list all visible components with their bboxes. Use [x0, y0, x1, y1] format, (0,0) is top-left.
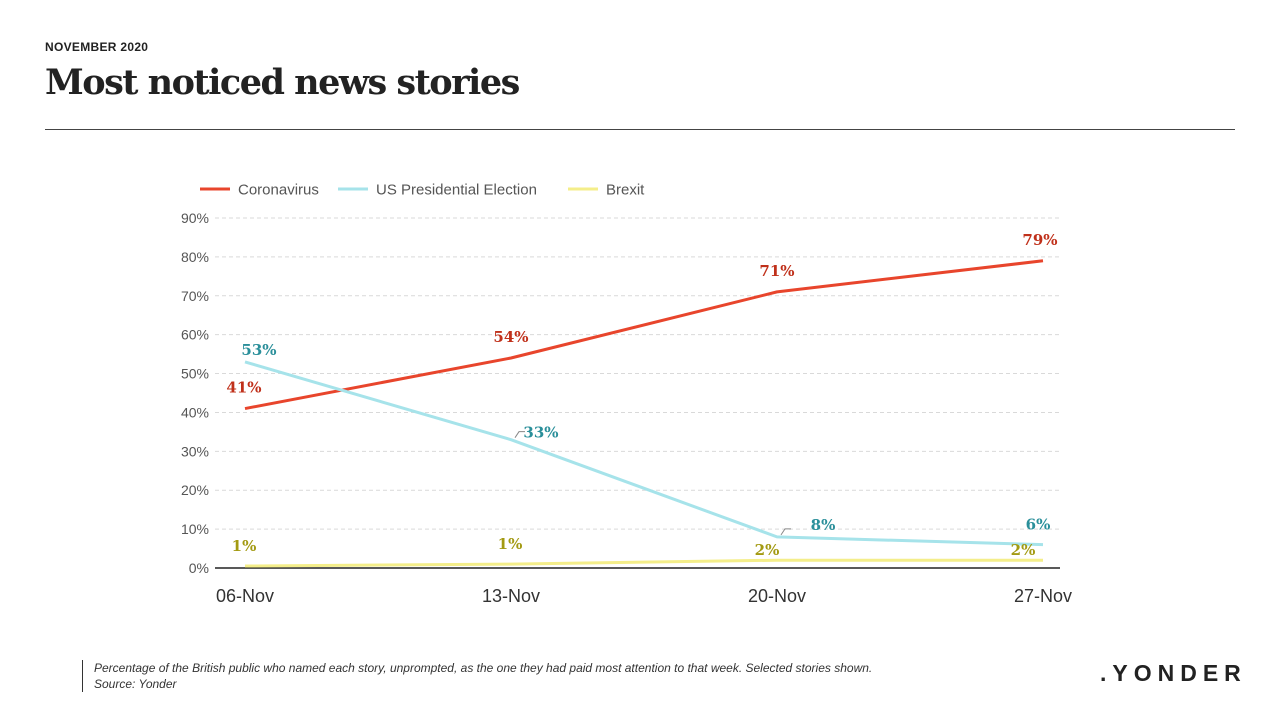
legend-label: Brexit [606, 182, 645, 199]
x-tick-label: 20-Nov [748, 586, 806, 606]
x-tick-label: 13-Nov [482, 586, 540, 606]
footnote-description: Percentage of the British public who nam… [94, 661, 873, 675]
x-tick-label: 06-Nov [216, 586, 274, 606]
report-date: NOVEMBER 2020 [45, 40, 149, 54]
series-line [244, 558, 1043, 568]
yonder-logo: .YONDER [1100, 660, 1247, 686]
title-divider [45, 129, 1235, 130]
data-label: 1% [232, 537, 257, 555]
x-tick-label: 27-Nov [1014, 586, 1072, 606]
data-label: 8% [811, 516, 836, 534]
data-label: 33% [523, 424, 558, 442]
leader-line [780, 528, 791, 536]
page-title: Most noticed news stories [45, 62, 520, 103]
data-label: 6% [1026, 516, 1051, 534]
y-tick-label: 80% [181, 249, 209, 265]
legend-label: US Presidential Election [376, 182, 537, 199]
footnote: Percentage of the British public who nam… [82, 660, 872, 692]
y-tick-label: 20% [181, 482, 209, 498]
series-line [244, 360, 1044, 547]
data-label: 2% [1011, 541, 1036, 559]
y-tick-label: 60% [181, 327, 209, 343]
y-tick-label: 0% [189, 560, 209, 576]
y-tick-label: 10% [181, 521, 209, 537]
data-label: 53% [241, 341, 276, 359]
series-line [244, 259, 1044, 411]
y-tick-label: 40% [181, 404, 209, 420]
data-label: 54% [493, 328, 528, 346]
y-tick-label: 90% [181, 210, 209, 226]
legend-label: Coronavirus [238, 182, 319, 199]
footnote-source: Source: Yonder [94, 677, 177, 691]
data-label: 2% [755, 541, 780, 559]
data-label: 41% [226, 379, 261, 397]
data-label: 79% [1022, 231, 1057, 249]
y-tick-label: 50% [181, 366, 209, 382]
y-tick-label: 30% [181, 443, 209, 459]
y-tick-label: 70% [181, 288, 209, 304]
data-label: 1% [498, 535, 523, 553]
leader-line [514, 431, 525, 438]
data-label: 71% [759, 262, 794, 280]
